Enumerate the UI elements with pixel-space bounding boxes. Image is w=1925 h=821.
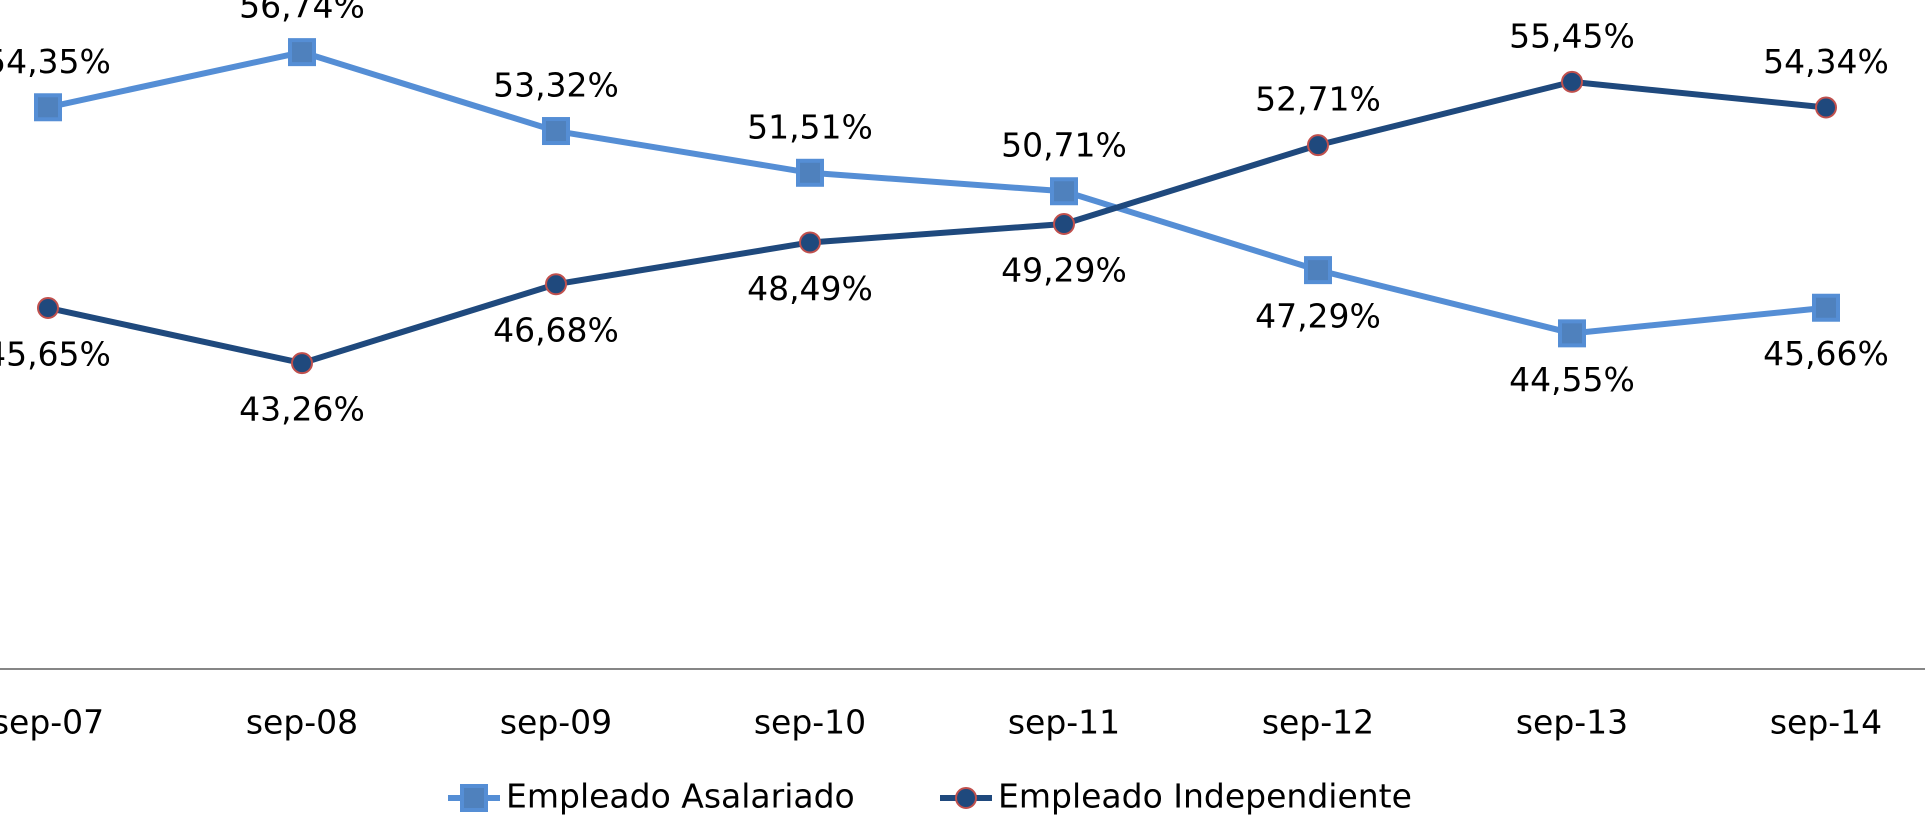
marker <box>1307 134 1329 157</box>
legend-marker <box>955 787 977 809</box>
marker <box>288 38 316 67</box>
marker <box>796 158 824 187</box>
data-label: 56,74% <box>239 0 365 26</box>
data-label: 44,55% <box>1509 360 1635 399</box>
legend-label: Empleado Asalariado <box>506 777 855 816</box>
marker <box>37 296 59 319</box>
marker <box>1558 319 1586 348</box>
x-tick-label: sep-13 <box>1516 703 1628 742</box>
data-label: 45,66% <box>1763 334 1889 373</box>
marker <box>1812 293 1840 322</box>
marker <box>1561 70 1583 93</box>
series-line <box>47 49 1827 337</box>
marker <box>34 93 62 122</box>
marker <box>1053 212 1075 235</box>
data-label: 53,32% <box>493 66 619 105</box>
x-tick-label: sep-14 <box>1770 703 1882 742</box>
data-label: 54,34% <box>1763 42 1889 81</box>
data-label: 47,29% <box>1255 297 1381 336</box>
x-tick-label: sep-12 <box>1262 703 1374 742</box>
marker <box>542 117 570 146</box>
marker <box>1050 177 1078 206</box>
data-label: 54,35% <box>0 42 111 81</box>
x-tick-label: sep-09 <box>500 703 612 742</box>
x-tick-label: sep-07 <box>0 703 104 742</box>
data-label: 48,49% <box>747 269 873 308</box>
legend-label: Empleado Independiente <box>998 777 1412 816</box>
data-label: 55,45% <box>1509 16 1635 55</box>
data-label: 52,71% <box>1255 80 1381 119</box>
marker <box>291 352 313 375</box>
x-tick-label: sep-08 <box>246 703 358 742</box>
data-label: 49,29% <box>1001 250 1127 289</box>
marker <box>545 273 567 296</box>
x-tick-label: sep-10 <box>754 703 866 742</box>
data-label: 50,71% <box>1001 126 1127 165</box>
data-label: 43,26% <box>239 390 365 429</box>
data-label: 45,65% <box>0 334 111 373</box>
data-label: 51,51% <box>747 107 873 146</box>
legend-marker <box>460 784 488 812</box>
marker <box>799 231 821 254</box>
x-tick-label: sep-11 <box>1008 703 1120 742</box>
marker <box>1815 96 1837 119</box>
data-label: 46,68% <box>493 311 619 350</box>
series-line <box>47 78 1827 367</box>
marker <box>1304 256 1332 285</box>
